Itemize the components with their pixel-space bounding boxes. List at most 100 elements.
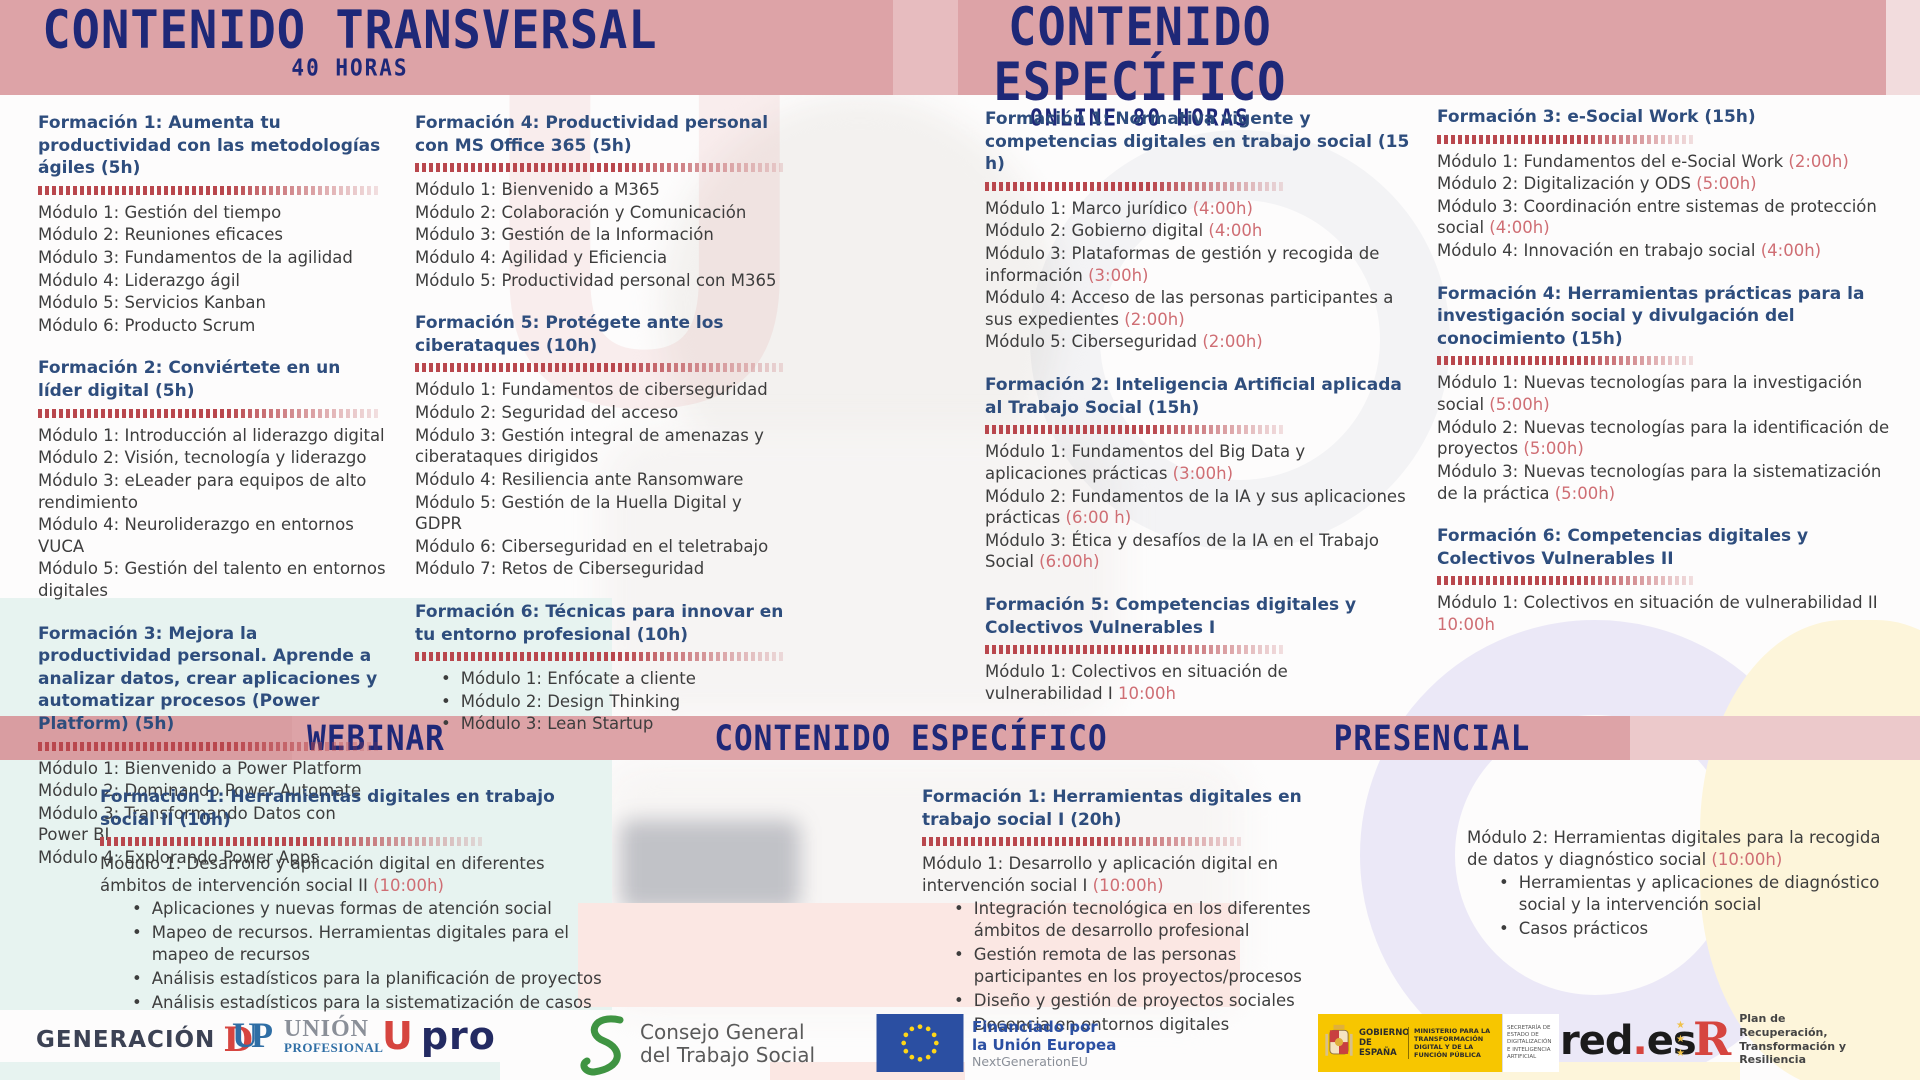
module-hours: (4:00h) [1192,198,1253,218]
redes-red-label: red [1560,1018,1633,1064]
course-title: Formación 2: Inteligencia Artificial apl… [985,375,1402,418]
bullet-icon: • [132,923,142,943]
module-item: Módulo 4: Liderazgo ágil [38,270,388,292]
consejo-line2: del Trabajo Social [640,1043,816,1067]
bullet-icon: • [954,991,964,1011]
consejo-line1: Consejo General [640,1020,805,1044]
module-list: Módulo 1: Fundamentos de ciberseguridad M… [415,379,789,579]
module-label: Módulo 1: Gestión del tiempo [38,202,282,222]
module-item: Módulo 3: Plataformas de gestión y recog… [985,243,1410,286]
module-label: Módulo 3: Plataformas de gestión y recog… [985,244,1380,285]
column-presencial-1: Formación 1: Herramientas digitales en t… [922,786,1342,1057]
module-hours: (3:00h) [1088,265,1149,285]
module-hours: (5:00h) [1523,439,1584,459]
mint-panel [0,598,612,1010]
module-label: Módulo 6: Producto Scrum [38,315,256,335]
dashed-separator [38,741,380,751]
module-label: Módulo 1: Desarrollo y aplicación digita… [100,854,545,895]
eu-funding-line1: Financiado por [972,1017,1098,1036]
column-transversal-1: Formación 1: Aumenta tu productividad co… [38,112,388,890]
logo-gobierno-espana: GOBIERNO DE ESPAÑA MINISTERIO PARA LA TR… [1318,1014,1559,1072]
course-block: Formación 4: Herramientas prácticas para… [1437,283,1895,504]
bullet-icon: • [1499,919,1509,939]
module-list: Módulo 1: Nuevas tecnologías para la inv… [1437,372,1895,504]
course-block: Formación 4: Productividad personal con … [415,112,789,291]
mint-strip [0,1062,500,1080]
module-label: Módulo 1: Colectivos en situación de vul… [985,662,1288,703]
module-list: Módulo 1: Fundamentos del Big Data y apl… [985,441,1410,573]
dashed-separator [1437,356,1695,366]
module-label: Módulo 2: Visión, tecnología y liderazgo [38,448,367,468]
module-label: Módulo 6: Ciberseguridad en el teletraba… [415,536,769,556]
module-hours: 10:00h [1117,683,1176,703]
module-label: Módulo 2: Dominando Power Automate [38,781,362,801]
module-label: Módulo 4: Resiliencia ante Ransomware [415,469,744,489]
dashed-separator [415,163,785,173]
course-title: Formación 1: Herramientas digitales en t… [100,787,555,830]
secretaria-label: SECRETARÍA DE ESTADO DE DIGITALIZACIÓN E… [1507,1025,1552,1060]
module-list: Módulo 1: Gestión del tiempo Módulo 2: Re… [38,202,388,337]
module-label: Módulo 3: Lean Startup [460,714,654,734]
course-block: Formación 6: Competencias digitales y Co… [1437,525,1895,635]
module-item: Módulo 4: Resiliencia ante Ransomware [415,469,789,491]
especifico-header: CONTENIDO ESPECÍFICO ONLINE 80 HORAS [850,0,1430,131]
sub-bullet-label: Mapeo de recursos. Herramientas digitale… [151,923,569,965]
module-label: Módulo 1: Marco jurídico [985,198,1193,218]
sub-bullet-item: • Análisis estadísticos para la planifica… [100,968,605,990]
logo-union-profesional: UP UNIÓN PROFESIONAL [232,1014,383,1056]
eu-flag-icon [876,1014,964,1072]
module-item: • Módulo 1: Enfócate a cliente [415,668,789,690]
mid-header-band: WEBINAR CONTENIDO ESPECÍFICO PRESENCIAL [0,716,1920,760]
course-block: Formación 5: Protégete ante los ciberata… [415,312,789,580]
gobierno-line2: DE ESPAÑA [1359,1037,1397,1059]
redes-es-label: es [1646,1018,1697,1064]
especifico-subtitle: ONLINE 80 HORAS [1030,104,1250,131]
module-item: Módulo 3: eLeader para equipos de alto r… [38,470,388,513]
course-title: Formación 6: Competencias digitales y Co… [1437,526,1809,569]
course-title: Formación 3: Mejora la productividad per… [38,623,378,735]
module-label: Módulo 2: Reuniones eficaces [38,225,283,245]
gobierno-line1: GOBIERNO [1359,1027,1410,1038]
module-hours: 10:00h [1437,614,1496,634]
module-hours: (5:00h) [1489,395,1550,415]
module-label: Módulo 2: Herramientas digitales para la… [1467,828,1881,869]
bullet-icon: • [1499,873,1509,893]
upro-watermark: U [470,5,820,505]
module-list: Módulo 1: Bienvenido a Power Platform Mód… [38,758,388,869]
module-item: Módulo 2: Colaboración y Comunicación [415,202,789,224]
module-item: Módulo 6: Ciberseguridad en el teletraba… [415,536,789,558]
module-label: Módulo 3: Gestión de la Información [415,225,714,245]
module-item: Módulo 4: Neuroliderazgo en entornos VUC… [38,514,388,557]
background-laptop-shape [620,820,800,910]
module-item: Módulo 4: Explorando Power Apps [38,847,388,869]
module-item: Módulo 5: Servicios Kanban [38,292,388,314]
column-especifico-1: Formación 1: Normativa vigente y compete… [985,108,1410,725]
dashed-separator [985,645,1285,655]
sub-bullet-label: Diseño y gestión de proyectos sociales [973,991,1295,1011]
module-item: • Módulo 2: Design Thinking [415,691,789,713]
pink-panel [578,903,1240,1007]
module-hours: (10:00h) [373,875,444,895]
module-list: Módulo 1: Colectivos en situación de vul… [985,661,1410,704]
module-item: Módulo 3: Ética y desafíos de la IA en e… [985,530,1410,573]
plan-r-icon: R [1692,1011,1732,1066]
sub-bullet-label: Integración tecnológica en los diferente… [973,899,1311,941]
module-hours: (2:00h) [1202,332,1263,352]
dashed-separator [1437,134,1695,144]
transversal-title: CONTENIDO TRANSVERSAL [42,0,658,62]
sub-bullet-item: • Casos prácticos [1467,918,1895,940]
logo-plan-recuperacion: ★ ★ ★ R Plan de Recuperación, Transformaci… [1676,1012,1857,1067]
module-label: Módulo 2: Gobierno digital [985,221,1209,241]
module-label: Módulo 3: Gestión integral de amenazas y… [415,425,764,467]
dashed-separator [922,837,1244,847]
module-hours: (4:00h) [1760,241,1822,261]
yellow-blob-shape [1700,620,1920,1080]
sub-bullet-item: • Gestión remota de las personas particip… [922,944,1342,988]
course-title: Formación 4: Productividad personal con … [415,113,769,156]
course-title: Formación 3: e-Social Work (15h) [1437,107,1756,127]
module-item: Módulo 2: Fundamentos de la IA y sus apl… [985,486,1410,529]
module-label: Módulo 4: Innovación en trabajo social [1437,241,1761,261]
module-label: Módulo 1: Fundamentos del e-Social Work [1437,151,1789,171]
column-especifico-2: Formación 3: e-Social Work (15h) Módulo … [1437,106,1895,657]
sub-bullet-label: Gestión remota de las personas participa… [973,945,1302,987]
